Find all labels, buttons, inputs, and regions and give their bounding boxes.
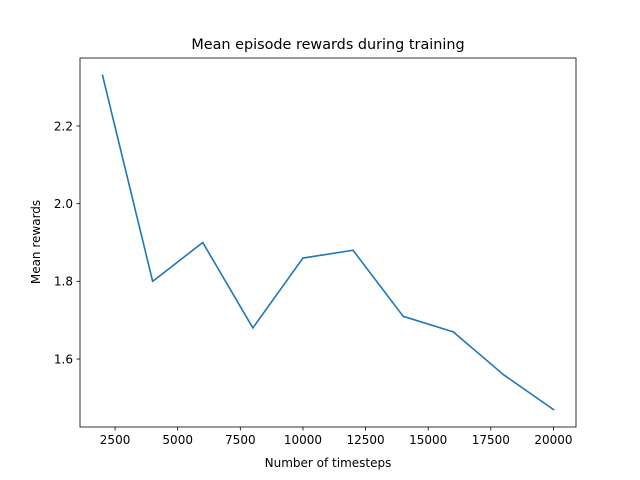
y-tick-label: 1.8 bbox=[54, 275, 73, 289]
x-tick-label: 7500 bbox=[225, 433, 256, 447]
x-tick-label: 2500 bbox=[100, 433, 131, 447]
data-point bbox=[101, 74, 104, 77]
y-tick-label: 1.6 bbox=[54, 352, 73, 366]
x-tick-label: 17500 bbox=[472, 433, 510, 447]
data-point bbox=[502, 373, 505, 376]
x-tick-label: 5000 bbox=[162, 433, 193, 447]
data-point bbox=[352, 249, 354, 252]
data-point bbox=[302, 257, 304, 259]
plot-area bbox=[79, 57, 577, 428]
data-point bbox=[201, 241, 204, 244]
y-axis-ticks: 1.6 1.8 2.0 2.2 bbox=[54, 119, 80, 366]
x-tick-label: 15000 bbox=[409, 433, 447, 447]
chart-title: Mean episode rewards during training bbox=[191, 37, 464, 53]
axes-frame bbox=[79, 57, 577, 428]
series-line-0 bbox=[101, 74, 555, 411]
data-point bbox=[151, 280, 154, 283]
x-tick-label: 10000 bbox=[284, 433, 322, 447]
data-point bbox=[452, 331, 455, 333]
y-tick-label: 2.0 bbox=[54, 197, 73, 211]
data-point bbox=[552, 408, 555, 411]
data-point bbox=[252, 327, 254, 329]
x-axis-ticks: 2500 5000 7500 10000 12500 15000 17500 20000 bbox=[100, 427, 573, 447]
x-tick-label: 12500 bbox=[346, 433, 384, 447]
data-point bbox=[402, 315, 404, 318]
x-axis-label: Number of timesteps bbox=[265, 456, 392, 470]
y-tick-label: 2.2 bbox=[54, 119, 73, 133]
x-tick-label: 20000 bbox=[534, 433, 572, 447]
y-axis-label: Mean rewards bbox=[29, 200, 43, 284]
